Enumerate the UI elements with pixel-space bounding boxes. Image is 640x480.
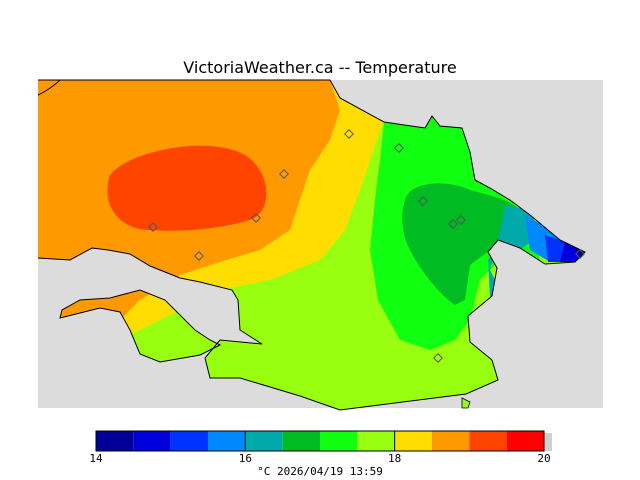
colorbar-shadow (544, 433, 552, 451)
colorbar-tick-label: 14 (89, 452, 103, 465)
coastline (37, 79, 586, 411)
small-island (461, 397, 471, 409)
unit-label: °C (257, 465, 271, 478)
station-marker[interactable] (456, 215, 466, 225)
colorbar-tick-label: 20 (537, 452, 551, 465)
station-marker[interactable] (251, 213, 261, 223)
station-marker[interactable] (394, 143, 404, 153)
colorbar-segment (133, 431, 171, 451)
station-marker[interactable] (279, 169, 289, 179)
station-marker[interactable] (433, 353, 443, 363)
station-marker[interactable] (448, 219, 458, 229)
station-marker[interactable] (148, 222, 158, 232)
timestamp: 2026/04/19 13:59 (276, 465, 383, 478)
colorbar-segment (506, 431, 544, 451)
colorbar-tick-label: 18 (388, 452, 402, 465)
colorbar-segment (432, 431, 470, 451)
coastline-corner (37, 79, 61, 96)
map-title: VictoriaWeather.ca -- Temperature (183, 58, 457, 77)
colorbar-segment (320, 431, 358, 451)
station-marker[interactable] (194, 251, 204, 261)
colorbar-segment (170, 431, 208, 451)
colorbar-segment (469, 431, 507, 451)
station-marker[interactable] (344, 129, 354, 139)
colorbar (95, 430, 552, 452)
coastline-south (59, 289, 222, 363)
map-footer: °C 2026/04/19 13:59 (0, 465, 640, 478)
colorbar-segment (208, 431, 246, 451)
station-marker[interactable] (575, 249, 585, 259)
colorbar-segment (96, 431, 134, 451)
colorbar-segment (245, 431, 283, 451)
colorbar-segment (282, 431, 320, 451)
colorbar-segment (394, 431, 432, 451)
station-markers (148, 129, 585, 363)
station-marker[interactable] (418, 196, 428, 206)
colorbar-segment (357, 431, 395, 451)
colorbar-tick-label: 16 (238, 452, 252, 465)
